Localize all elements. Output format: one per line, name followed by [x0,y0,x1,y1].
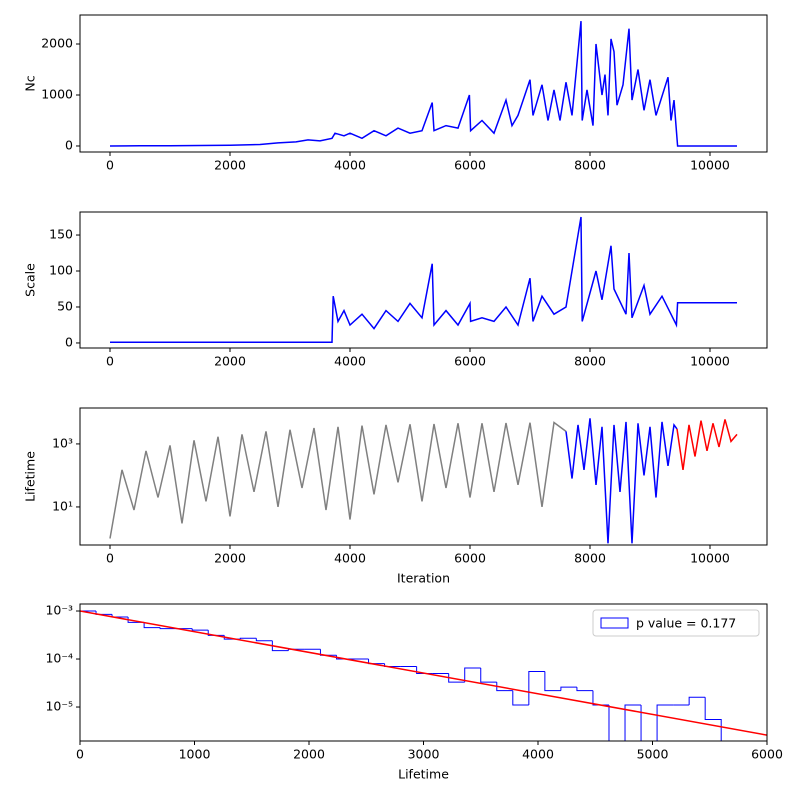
plot-area [109,418,738,544]
hist-bar [143,622,161,629]
x-axis-label: Lifetime [398,767,449,782]
x-tick-label: 6000 [454,354,486,369]
data-line [109,21,737,147]
y-tick-label: 2000 [41,36,73,51]
hist-bar [496,682,513,692]
x-tick-label: 4000 [334,551,366,566]
plot-area [80,610,767,741]
data-line [109,421,567,539]
axes-frame [79,211,768,349]
hist-bar [544,671,561,692]
y-tick-label: 10⁻⁴ [45,651,73,666]
x-tick-label: 0 [76,747,84,762]
panel: p value = 0.177 0 1000 2000 3000 4000 5000 6000… [45,603,782,782]
legend-label: p value = 0.177 [636,616,736,631]
legend: p value = 0.177 [592,609,760,637]
hist-bar [448,673,465,683]
hist-bar [704,697,722,741]
x-tick-label: 4000 [334,158,366,173]
legend-swatch [600,617,629,629]
x-tick-label: 0 [106,158,114,173]
x-tick-label: 4000 [522,747,554,762]
x-tick-label: 10000 [690,158,730,173]
y-axis-label: Lifetime [23,451,38,502]
x-tick-label: 0 [106,354,114,369]
x-tick-label: 6000 [454,551,486,566]
hist-bar [640,705,642,741]
x-tick-label: 0 [106,551,114,566]
x-tick-label: 4000 [334,354,366,369]
hist-bar [159,627,177,630]
fit-line [80,610,767,736]
x-tick-label: 2000 [214,354,246,369]
panel: 0 2000 4000 6000 8000 10000 10¹ 10³ Iteration Lif… [23,407,768,586]
plot-area [110,216,737,343]
data-line [676,419,738,471]
y-tick-label: 10⁻⁵ [45,699,73,714]
hist-bar [528,670,545,706]
axes-frame [79,14,768,153]
y-tick-label: 10⁻³ [45,603,73,618]
hist-bar [656,704,674,741]
y-tick-label: 10¹ [52,498,73,513]
x-tick-label: 8000 [574,354,606,369]
y-tick-label: 100 [49,263,73,278]
x-tick-label: 8000 [574,551,606,566]
data-line [110,216,737,343]
x-tick-label: 6000 [751,747,783,762]
hist-bar [512,690,529,706]
plot-area [109,21,737,147]
hist-bar [271,640,289,652]
y-axis-label: Nc [23,75,38,91]
hist-bar [191,628,209,631]
axes-frame [79,407,768,546]
hist-bar [480,668,497,683]
hist-bar [576,687,593,692]
y-axis-label: Scale [23,263,38,297]
x-tick-label: 2000 [214,158,246,173]
x-tick-label: 2000 [214,551,246,566]
panel: 0 2000 4000 6000 8000 10000 0 50 100 150 Scale [23,211,768,369]
hist-bar [319,649,337,656]
hist-bar [239,637,257,640]
legend-box [592,609,760,637]
hist-bar [560,686,577,691]
x-tick-label: 10000 [690,354,730,369]
hist-bar [608,705,610,741]
y-tick-label: 10³ [52,435,73,450]
hist-bar [464,667,481,683]
hist-bar [624,704,642,741]
y-tick-label: 150 [49,227,73,242]
x-axis-label: Iteration [397,571,450,586]
hist-bar [255,638,273,642]
hist-bar [80,610,97,741]
hist-bar [592,690,609,706]
y-tick-label: 1000 [41,86,73,101]
x-tick-label: 1000 [179,747,211,762]
data-line [565,418,678,544]
y-tick-label: 50 [57,298,73,313]
x-tick-label: 8000 [574,158,606,173]
x-tick-label: 6000 [454,158,486,173]
x-tick-label: 5000 [637,747,669,762]
panel: 0 2000 4000 6000 8000 10000 0 1000 2000 Nc [23,14,768,173]
x-tick-label: 2000 [293,747,325,762]
y-tick-label: 0 [65,334,73,349]
hist-bar [688,696,706,706]
x-tick-label: 10000 [690,551,730,566]
y-tick-label: 0 [65,137,73,152]
x-tick-label: 3000 [408,747,440,762]
